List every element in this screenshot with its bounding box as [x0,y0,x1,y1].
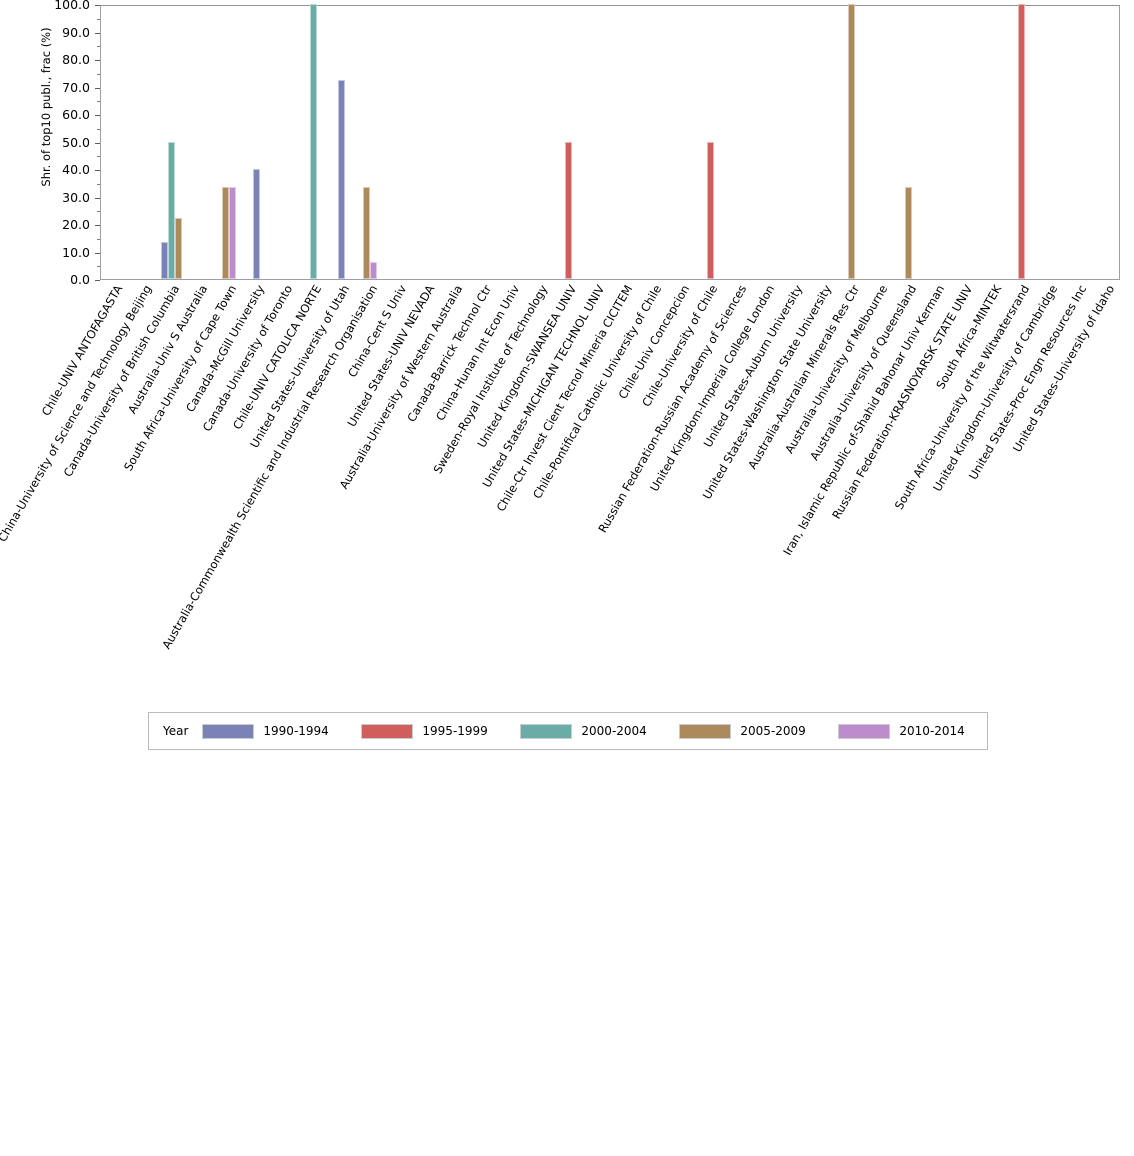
y-axis: 0.0 10.0 20.0 30.0 40.0 50.0 60.0 70.0 80.0 90.0 1… [0,0,100,286]
y-tick-mark [95,115,100,116]
bar-chart-figure: Shr. of top10 publ., frac (%) 0.0 10.0 20.… [0,0,1134,750]
bar [706,141,714,279]
bar [565,141,572,279]
bar [370,261,378,279]
plot-area [100,4,1120,280]
y-minor-tick-mark [97,101,100,103]
y-minor-tick-mark [97,266,100,268]
legend-swatch [679,723,732,739]
legend-swatch [838,723,891,739]
legend-label: 2000-2004 [581,724,647,738]
legend-swatch [520,723,573,739]
y-tick-label: 50.0 [62,134,90,150]
bar [905,187,912,279]
y-minor-tick-mark [97,156,100,158]
y-tick-mark [95,252,100,254]
y-tick-mark [95,87,100,89]
y-tick-mark [95,197,100,199]
legend-swatch [202,723,255,739]
legend-label: 1990-1994 [263,724,329,738]
legend-title: Year [163,724,189,738]
chart-legend: Year 1990-1994 1995-1999 2000-2004 2005-200… [148,712,988,750]
legend-label: 1995-1999 [422,724,488,738]
legend-label: 2010-2014 [899,724,965,738]
y-tick-label: 40.0 [62,162,90,177]
y-tick-mark [95,142,100,144]
legend-entry[interactable]: 2010-2014 [838,723,987,739]
legend-entry[interactable]: 1990-1994 [202,723,351,739]
bar [168,141,176,279]
legend-label: 2005-2009 [740,724,806,738]
y-tick-mark [95,225,100,226]
x-axis-labels: Chile-UNIV ANTOFAGASTA China-University o… [0,283,1134,703]
bar [310,4,317,279]
legend-swatch [361,723,414,739]
y-tick-mark [95,32,100,34]
y-tick-label: 70.0 [62,79,90,95]
y-tick-label: 10.0 [62,244,90,260]
y-tick-label: 20.0 [62,217,90,232]
bar [253,169,261,279]
y-minor-tick-mark [97,238,100,240]
bar [848,4,856,279]
y-tick-label: 0.0 [70,272,90,287]
bar [161,242,169,279]
bar [363,187,371,279]
y-minor-tick-mark [97,18,100,20]
y-minor-tick-mark [97,46,100,48]
bar [228,187,236,279]
legend-entry[interactable]: 2005-2009 [679,723,828,739]
bar [221,187,229,279]
y-minor-tick-mark [97,128,100,130]
y-tick-label: 100.0 [54,0,90,12]
y-tick-mark [95,170,100,171]
bar [338,80,346,279]
y-minor-tick-mark [97,73,100,75]
y-minor-tick-mark [97,211,100,213]
y-tick-mark [95,5,100,6]
y-tick-label: 90.0 [62,24,90,40]
y-tick-mark [95,280,100,281]
y-tick-label: 80.0 [62,52,90,67]
bar [1018,4,1026,279]
legend-entry[interactable]: 1995-1999 [361,723,510,739]
y-tick-label: 60.0 [62,107,90,122]
bar [175,217,183,279]
y-minor-tick-mark [97,183,100,185]
legend-entry[interactable]: 2000-2004 [520,723,669,739]
y-tick-label: 30.0 [62,189,90,205]
y-tick-mark [95,60,100,61]
